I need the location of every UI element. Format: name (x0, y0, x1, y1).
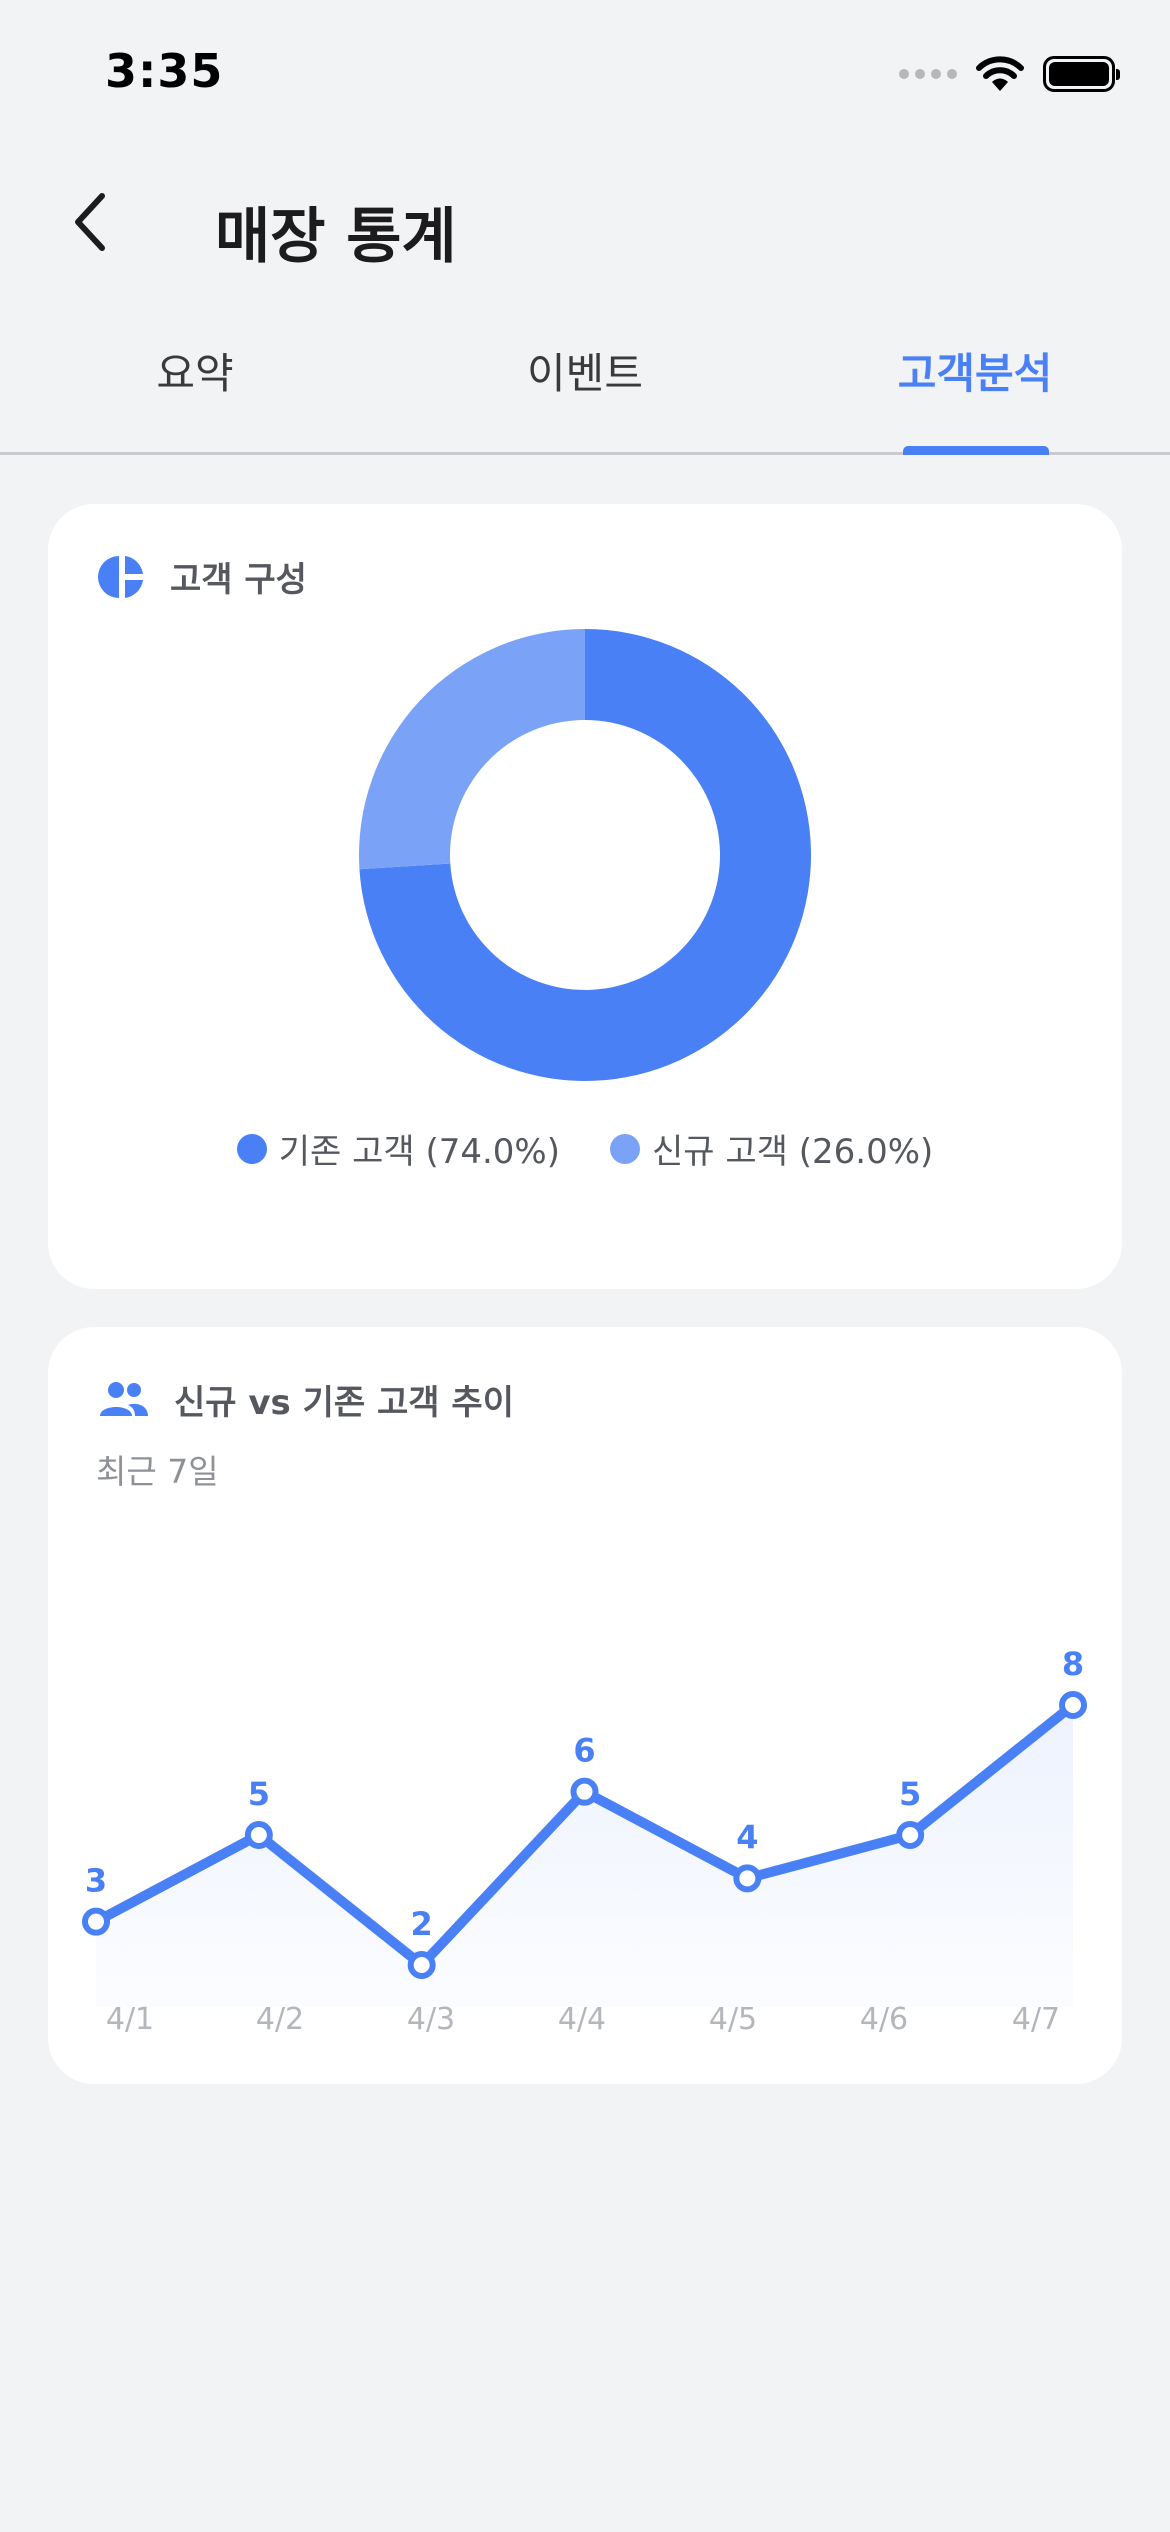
customer-composition-card: 고객 구성 기존 고객 (74.0%) 신규 고객 (26.0%) (48, 504, 1122, 1289)
x-tick-label: 4/6 (860, 2002, 908, 2037)
data-point (1059, 1691, 1087, 1719)
data-label: 5 (248, 1775, 270, 1813)
legend-label-existing: 기존 고객 (74.0%) (278, 1132, 560, 1172)
x-tick-label: 4/7 (1012, 2002, 1060, 2037)
legend-dot-new (610, 1133, 640, 1164)
legend-dot-existing (236, 1133, 267, 1164)
data-point (82, 1907, 110, 1936)
data-point (570, 1777, 599, 1806)
users-icon (100, 1381, 148, 1416)
data-point (896, 1821, 925, 1849)
back-button[interactable] (50, 182, 130, 262)
x-tick-label: 4/1 (106, 2002, 154, 2037)
card-subtitle: 최근 7일 (96, 1452, 219, 1491)
battery-icon (1043, 56, 1120, 92)
data-label: 8 (1062, 1645, 1084, 1683)
data-label: 3 (85, 1862, 107, 1900)
pie-chart-icon (98, 555, 143, 598)
x-tick-label: 4/2 (256, 2002, 304, 2037)
navigation-header: 매장 통계 (0, 170, 1170, 280)
x-tick-label: 4/4 (558, 2002, 606, 2037)
legend-item-new: 신규 고객 (26.0%) (610, 1124, 933, 1173)
chevron-left-icon (75, 193, 105, 251)
customer-composition-donut-chart (359, 629, 811, 1081)
customer-trend-card: 신규 vs 기존 고객 추이 최근 7일 3 5 2 6 4 5 8 4/1 4/2 4/3 4/4… (48, 1327, 1122, 2084)
active-tab-indicator (903, 446, 1049, 455)
status-bar: 3:35 (0, 0, 1170, 150)
donut-slice-new (359, 629, 585, 870)
donut-slice-existing (359, 629, 811, 1081)
card-title: 고객 구성 (170, 560, 307, 600)
card-header: 신규 vs 기존 고객 추이 (98, 1375, 514, 1424)
data-label: 5 (899, 1775, 921, 1813)
line-area-fill (96, 1705, 1073, 2007)
data-point (733, 1864, 762, 1893)
x-tick-label: 4/3 (407, 2002, 455, 2037)
status-icons (899, 52, 1120, 96)
tab-customer-analysis[interactable]: 고객분석 (897, 349, 1053, 398)
legend-label-new: 신규 고객 (26.0%) (652, 1132, 934, 1172)
status-time: 3:35 (105, 44, 224, 98)
wifi-icon (976, 56, 1024, 91)
tab-events[interactable]: 이벤트 (527, 349, 643, 398)
tab-summary[interactable]: 요약 (156, 349, 234, 398)
data-label: 4 (736, 1818, 758, 1856)
data-label: 2 (411, 1905, 433, 1943)
card-title: 신규 vs 기존 고객 추이 (174, 1383, 514, 1423)
data-point (244, 1821, 273, 1849)
data-label: 6 (573, 1732, 595, 1770)
x-tick-label: 4/5 (709, 2002, 757, 2037)
donut-legend: 기존 고객 (74.0%) 신규 고객 (26.0%) (48, 1124, 1122, 1173)
data-point (407, 1951, 436, 1979)
legend-item-existing: 기존 고객 (74.0%) (236, 1124, 560, 1173)
customer-trend-line-chart: 3 5 2 6 4 5 8 4/1 4/2 4/3 4/4 4/5 4/6 4/7 (82, 1645, 1087, 2037)
cellular-signal-icon (899, 69, 957, 79)
page-title: 매장 통계 (215, 202, 457, 272)
card-header: 고객 구성 (98, 552, 307, 601)
tab-bar: 요약 이벤트 고객분석 (0, 320, 1170, 455)
